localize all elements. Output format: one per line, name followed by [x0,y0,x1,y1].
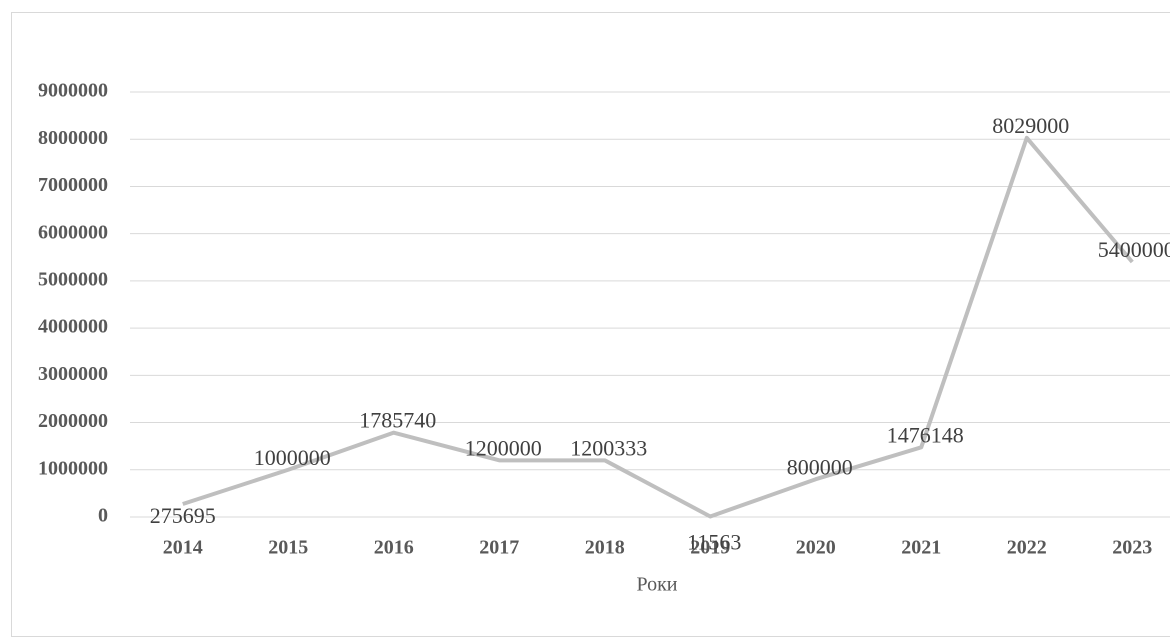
data-label: 1200333 [570,435,647,460]
data-label: 1785740 [359,408,436,433]
x-tick-label: 2023 [1112,537,1152,559]
y-tick-label: 1000000 [38,457,108,479]
x-axis-label: Роки [636,574,677,596]
data-label: 8029000 [992,113,1069,138]
data-line [182,135,1134,519]
data-label: 1000000 [254,445,331,470]
y-tick-label: 8000000 [38,127,108,149]
x-tick-label: 2022 [1007,537,1047,559]
y-tick-label: 7000000 [38,174,108,196]
y-tick-label: 5000000 [38,268,108,290]
y-tick-label: 2000000 [38,410,108,432]
data-label: 5400000 [1098,237,1170,262]
data-label: 275695 [150,503,216,528]
data-label: 11563 [687,530,741,555]
data-label: 1476148 [887,422,964,447]
x-tick-label: 2018 [585,537,625,559]
y-tick-label: 6000000 [38,221,108,243]
x-tick-label: 2017 [479,537,519,559]
x-tick-label: 2020 [796,537,836,559]
y-tick-label: 0 [98,505,108,527]
data-label: 800000 [787,454,853,479]
data-label: 1200000 [465,435,542,460]
chart-border [11,12,1170,637]
x-tick-label: 2019 [690,537,730,559]
y-tick-label: 4000000 [38,316,108,338]
x-tick-label: 2014 [163,537,203,559]
x-tick-label: 2021 [901,537,941,559]
x-tick-label: 2015 [268,537,308,559]
y-tick-label: 3000000 [38,363,108,385]
y-tick-label: 9000000 [38,80,108,102]
x-tick-label: 2016 [374,537,414,559]
